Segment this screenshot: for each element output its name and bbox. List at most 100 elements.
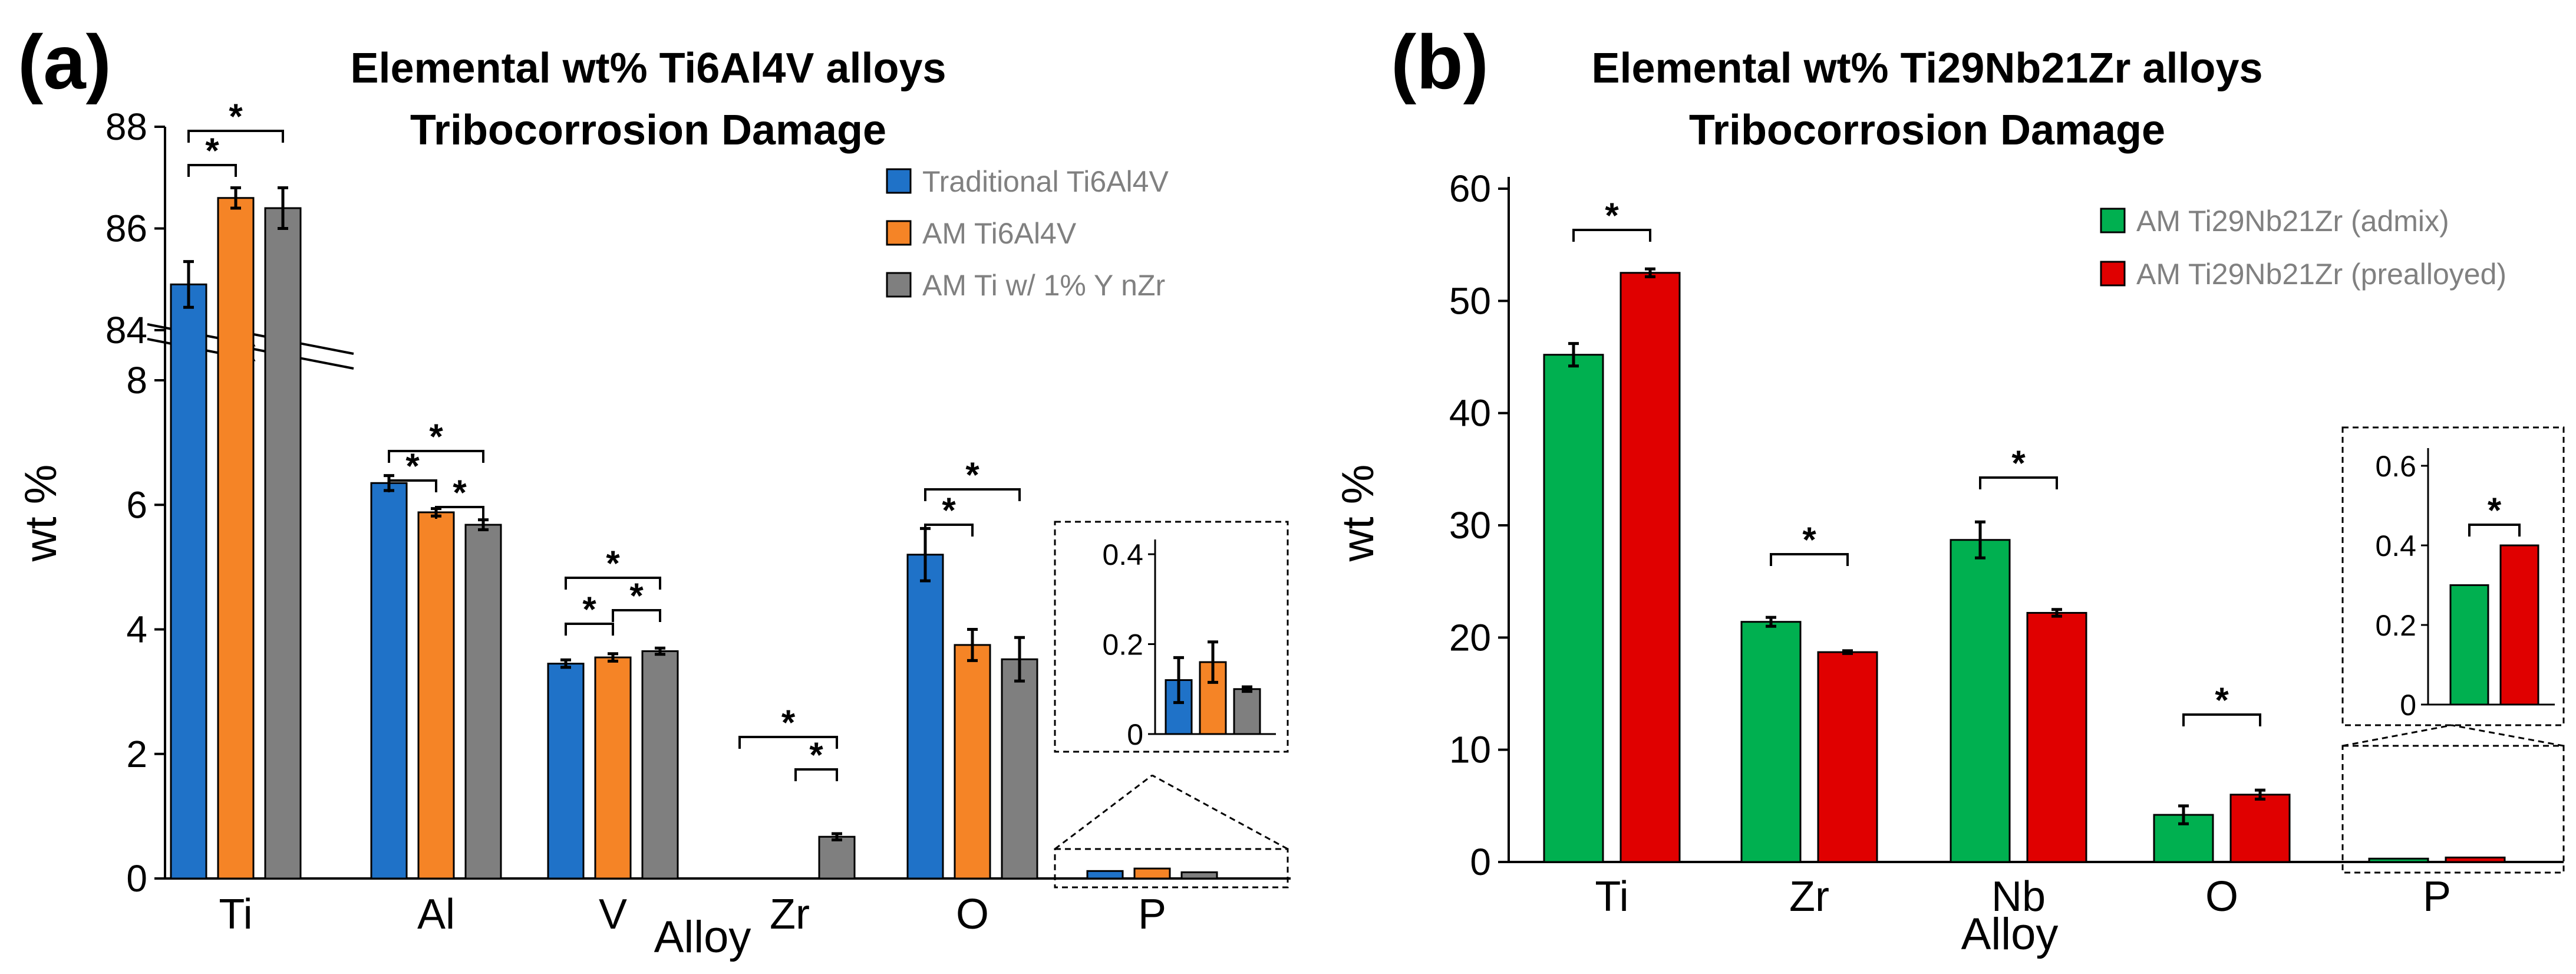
chart-a-bar [1180,871,1218,880]
chart-a-ytick-label: 86 [105,208,147,250]
chart-a-inset-ytick-label: 0.4 [1102,538,1143,571]
chart-b-category-label: Zr [1789,873,1829,920]
chart-b-category-label: P [2423,873,2451,920]
chart-b-title-line1: Elemental wt% Ti29Nb21Zr alloys [1591,45,2262,92]
chart-a-bar [370,482,408,880]
chart-a-sig-ti-1-3-marker: * [229,97,243,136]
chart-b-sig-ti-marker: * [1605,196,1619,235]
chart-b-zoom-region [2341,745,2565,874]
chart-a-inset-bar [1233,688,1261,735]
chart-b-legend-label: AM Ti29Nb21Zr (admix) [2136,205,2449,238]
chart-a-bar [217,197,255,880]
chart-a-sig-ti-1-2-marker: * [205,131,219,170]
chart-a-sig-ti-1-2 [187,164,237,177]
chart-b-sig-o [2182,713,2261,726]
chart-a-sig-al-1-2 [388,479,437,492]
chart-b-inset: 0 0.2 0.4 0.6 * [2341,426,2565,874]
chart-a-zoom-region [1054,848,1289,889]
chart-b-ytick-label: 40 [1449,392,1491,435]
chart-b-bar [1950,539,2011,863]
chart-a-title-line1: Elemental wt% Ti6Al4V alloys [350,45,946,92]
chart-b-bar [2153,814,2214,863]
chart-a-bar [641,650,679,880]
chart-a-bar [170,283,207,880]
chart-b-inset-ytick-label: 0 [2400,689,2416,722]
chart-a-category-label: Ti [219,891,252,938]
panel-a-label: (a) [18,19,111,105]
chart-a-category-label: V [599,891,627,938]
chart-b-xlabel: Alloy [1961,909,2059,959]
chart-a-legend-swatch [886,168,912,194]
chart-b-sig-ti [1572,229,1651,242]
chart-a-bar [818,835,856,880]
chart-b-ylabel: wt % [1333,465,1383,562]
chart-b-legend-swatch [2100,261,2126,287]
chart-a-sig-al-1-3 [388,450,484,463]
chart-a-ytick-label: 84 [105,309,147,351]
chart-b-ytick-label: 30 [1449,504,1491,547]
chart-a-ytick-label: 0 [126,857,147,900]
chart-b-inset-frame [2341,426,2565,726]
chart-b-bar [2445,856,2506,863]
chart-a-category-label: Zr [770,891,810,938]
chart-a-sig-o-1-3 [924,488,1021,501]
chart-a-sig-v-1-3-marker: * [606,544,620,583]
chart-a-bar [264,207,302,880]
chart-b-ytick-label: 0 [1470,841,1491,883]
chart-b-ytick-label: 20 [1449,616,1491,659]
chart-b-inset-sig-p-marker: * [2488,491,2502,530]
chart-b-bar [1817,651,1878,863]
chart-b-category-label: Nb [1991,873,2046,920]
chart-a-ytick-label: 4 [126,608,147,651]
chart-a-bar [1001,658,1038,880]
chart-a-sig-al-1-2-marker: * [405,446,420,486]
chart-b-category-label: O [2205,873,2238,920]
chart-a-sig-v-2-3 [612,609,661,622]
chart-a-ylabel: wt % [16,465,66,562]
chart-a-bar [906,554,944,880]
chart-a-category-label: P [1138,891,1166,938]
chart-a-ytick-label: 6 [126,483,147,526]
chart-a-inset-ytick-label: 0 [1127,718,1143,751]
chart-a-bar [594,656,632,880]
chart-a-inset-ytick-label: 0.2 [1102,629,1143,662]
chart-b-inset-ytick-label: 0.6 [2375,450,2416,483]
chart-a-sig-v-1-2-marker: * [582,590,596,629]
chart-a-sig-v-1-3 [565,577,661,590]
chart-b-sig-nb [1979,476,2058,489]
chart-b-bar [1620,272,1681,863]
chart-b-ytick-label: 10 [1449,729,1491,771]
chart-b-bar [2026,611,2087,863]
chart-a-bar [1133,867,1171,880]
chart-b-bar [1740,621,1802,863]
chart-a-legend: Traditional Ti6Al4V AM Ti6Al4V AM Ti w/ 1%… [886,165,1169,302]
chart-a-zoom-connector-right [1152,774,1288,850]
chart-a-sig-zr-1-3-marker: * [781,703,796,742]
chart-a-zoom-connector-left [1054,774,1153,850]
chart-a-sig-zr-2-3 [794,768,838,781]
chart-b-inset-bar [2449,584,2489,706]
chart-a-category-label: Al [417,891,455,938]
chart-a-ytick-label: 88 [105,106,147,148]
chart-a-ytick-label: 2 [126,733,147,775]
chart-b-legend-swatch [2100,208,2126,233]
chart-b-sig-zr [1770,553,1849,566]
chart-b-sig-o-marker: * [2215,680,2229,720]
chart-b-category-label: Ti [1595,873,1628,920]
chart-a-sig-zr-2-3-marker: * [809,735,823,775]
chart-a-legend-swatch [886,220,912,246]
chart-b-inset-ytick-label: 0.4 [2375,529,2416,562]
chart-b-bar [2368,857,2429,863]
chart-a-sig-o-1-2 [924,524,974,537]
chart-b-legend-label: AM Ti29Nb21Zr (prealloyed) [2136,258,2506,291]
chart-b-sig-zr-marker: * [1802,520,1816,560]
chart-b-sig-nb-marker: * [2011,443,2026,483]
chart-b-legend: AM Ti29Nb21Zr (admix) AM Ti29Nb21Zr (prea… [2100,205,2506,291]
chart-a-category-label: O [956,891,989,938]
chart-b-inset-bar [2499,544,2539,706]
chart-b-inset-sig-p [2468,524,2521,537]
chart-a-title-line2: Tribocorrosion Damage [410,107,886,154]
chart-a-sig-zr-1-3 [738,736,838,749]
chart-a-legend-label: AM Ti w/ 1% Y nZr [922,269,1165,302]
